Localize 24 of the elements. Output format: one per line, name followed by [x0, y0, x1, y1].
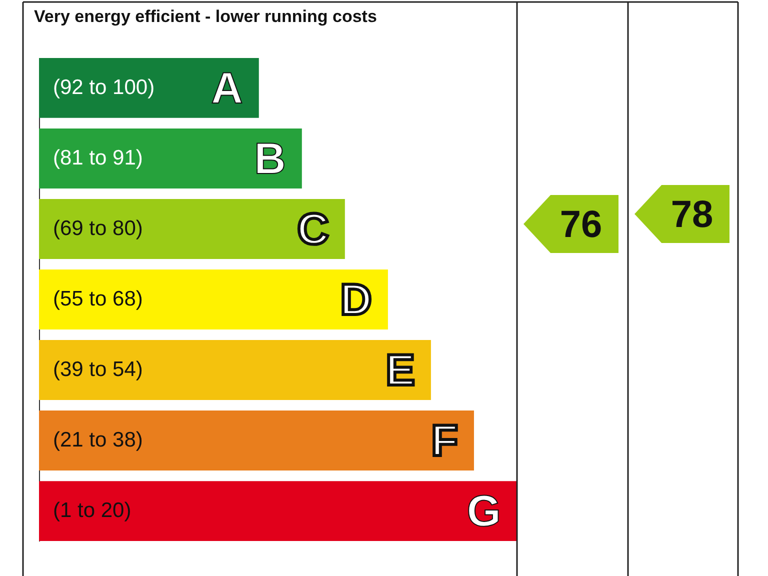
y-tick-label: (21 to 38)	[53, 428, 143, 452]
annotation: B	[254, 134, 286, 184]
bar	[39, 270, 388, 330]
annotation: D	[340, 276, 372, 324]
bar	[39, 199, 345, 259]
y-tick-label: (55 to 68)	[53, 288, 143, 310]
text: 78	[670, 194, 714, 236]
chart-title: Very energy efficient - lower running costs	[34, 7, 377, 26]
y-tick-label: (92 to 100)	[53, 76, 155, 99]
y-tick-label: (69 to 80)	[53, 216, 143, 240]
y-tick-label: (1 to 20)	[53, 499, 132, 522]
annotation: G	[466, 487, 501, 536]
annotation: E	[386, 346, 415, 396]
bar	[39, 58, 259, 118]
bar	[39, 481, 517, 541]
y-tick-label: (39 to 54)	[53, 358, 143, 382]
bar	[39, 410, 474, 470]
annotation: A	[211, 64, 243, 113]
annotation: F	[431, 416, 458, 466]
annotation: C	[297, 204, 329, 254]
y-tick-label: (81 to 91)	[53, 146, 143, 170]
text: 76	[560, 204, 602, 246]
bar	[39, 340, 431, 400]
bar	[39, 128, 302, 188]
